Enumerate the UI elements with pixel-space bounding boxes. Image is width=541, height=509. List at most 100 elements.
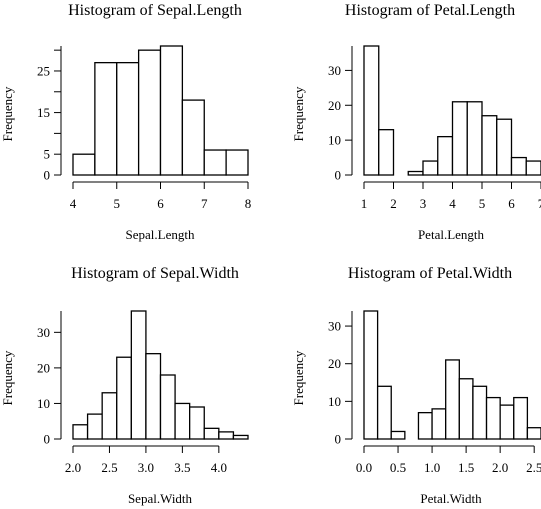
panel-title: Histogram of Petal.Length bbox=[345, 2, 515, 19]
histogram-bar bbox=[232, 434, 249, 440]
histogram-bar bbox=[466, 101, 483, 176]
x-tick-label: 0.0 bbox=[356, 460, 372, 475]
histogram-bar bbox=[417, 411, 433, 440]
y-tick-label: 0 bbox=[44, 168, 51, 183]
bars bbox=[363, 45, 541, 176]
histogram-bar bbox=[174, 402, 191, 440]
histogram-bar bbox=[159, 374, 176, 440]
x-tick-label: 0.5 bbox=[390, 460, 406, 475]
histogram-bar bbox=[203, 427, 220, 440]
histogram-bar bbox=[422, 160, 439, 176]
histogram-bar bbox=[513, 396, 529, 440]
histogram-bar bbox=[445, 359, 460, 440]
x-axis-label: Petal.Width bbox=[420, 491, 482, 506]
histogram-bar bbox=[363, 45, 380, 176]
x-tick-label: 6 bbox=[157, 196, 164, 211]
histogram-bar bbox=[130, 310, 147, 440]
bars bbox=[72, 45, 249, 176]
histogram-bar bbox=[510, 156, 527, 176]
y-tick-label: 25 bbox=[37, 63, 50, 78]
y-tick-label: 30 bbox=[328, 319, 341, 334]
x-tick-label: 8 bbox=[245, 196, 252, 211]
histogram-bar bbox=[116, 356, 132, 440]
y-axis: 0 10 20 30 bbox=[328, 46, 353, 183]
x-axis-label: Sepal.Length bbox=[126, 227, 195, 242]
x-tick-label: 1 bbox=[361, 196, 368, 211]
histogram-bar bbox=[378, 129, 395, 176]
panel-sepal-length: Histogram of Sepal.Length Sepal.Length F… bbox=[0, 2, 251, 242]
histogram-bar bbox=[225, 149, 249, 176]
histogram-bar bbox=[189, 406, 205, 440]
y-tick-label: 20 bbox=[328, 98, 341, 113]
histogram-bar bbox=[376, 385, 392, 440]
y-axis: 0 10 20 30 bbox=[37, 311, 62, 447]
y-tick-label: 30 bbox=[37, 325, 50, 340]
x-tick-label: 3.0 bbox=[138, 460, 154, 475]
x-axis: 1 2 3 4 5 6 7 bbox=[361, 181, 541, 211]
histogram-bar bbox=[137, 49, 162, 176]
panel-petal-length: Histogram of Petal.Length Petal.Length F… bbox=[291, 2, 541, 242]
histogram-bar bbox=[496, 118, 513, 176]
histogram-bar bbox=[499, 404, 515, 440]
histogram-bar bbox=[451, 101, 468, 176]
x-tick-label: 3.5 bbox=[174, 460, 190, 475]
x-tick-label: 5 bbox=[114, 196, 121, 211]
histogram-bar bbox=[525, 160, 541, 176]
y-axis-label: Frequency bbox=[0, 86, 15, 141]
histogram-bar bbox=[526, 427, 541, 440]
y-tick-label: 10 bbox=[328, 394, 341, 409]
x-tick-label: 3 bbox=[420, 196, 427, 211]
y-tick-label: 0 bbox=[44, 432, 51, 447]
x-tick-label: 4 bbox=[70, 196, 77, 211]
y-tick-label: 30 bbox=[328, 63, 341, 78]
histogram-bar bbox=[485, 396, 501, 440]
histogram-bar bbox=[145, 353, 162, 440]
x-tick-label: 2.5 bbox=[526, 460, 541, 475]
x-axis-label: Petal.Length bbox=[418, 227, 485, 242]
histogram-bar bbox=[218, 431, 235, 440]
panel-title: Histogram of Petal.Width bbox=[348, 265, 512, 282]
histogram-bar bbox=[86, 413, 103, 440]
y-tick-label: 10 bbox=[37, 396, 50, 411]
x-tick-label: 6 bbox=[508, 196, 515, 211]
x-axis: 0.0 0.5 1.0 1.5 2.0 2.5 bbox=[356, 445, 541, 475]
x-tick-label: 4.0 bbox=[211, 460, 227, 475]
histogram-bar bbox=[481, 115, 498, 176]
histogram-bar bbox=[181, 99, 205, 176]
panel-title: Histogram of Sepal.Width bbox=[71, 265, 239, 282]
x-tick-label: 7 bbox=[201, 196, 208, 211]
histogram-bar bbox=[437, 135, 454, 176]
histogram-bar bbox=[101, 392, 118, 440]
histogram-bar bbox=[72, 153, 96, 176]
x-tick-label: 1.5 bbox=[458, 460, 474, 475]
x-axis-label: Sepal.Width bbox=[128, 491, 193, 506]
y-tick-label: 0 bbox=[335, 168, 342, 183]
panel-petal-width: Histogram of Petal.Width Petal.Width Fre… bbox=[291, 265, 541, 506]
x-tick-label: 5 bbox=[479, 196, 486, 211]
histogram-bar bbox=[203, 149, 227, 176]
y-axis: 0 5 15 25 bbox=[37, 46, 62, 183]
x-tick-label: 1.0 bbox=[424, 460, 440, 475]
x-axis: 2.0 2.5 3.0 3.5 4.0 bbox=[65, 445, 227, 475]
histogram-bar bbox=[407, 170, 424, 176]
x-tick-label: 2 bbox=[390, 196, 397, 211]
x-tick-label: 2.0 bbox=[65, 460, 81, 475]
y-axis-label: Frequency bbox=[0, 350, 15, 405]
histogram-bar bbox=[390, 430, 406, 440]
y-axis: 0 10 20 30 bbox=[328, 311, 353, 447]
y-tick-label: 15 bbox=[37, 105, 50, 120]
x-axis: 4 5 6 7 8 bbox=[70, 181, 252, 211]
x-tick-label: 2.0 bbox=[492, 460, 508, 475]
histogram-bar bbox=[472, 385, 488, 440]
y-tick-label: 10 bbox=[328, 133, 341, 148]
bars bbox=[363, 310, 541, 440]
x-tick-label: 4 bbox=[449, 196, 456, 211]
panel-sepal-width: Histogram of Sepal.Width Sepal.Width Fre… bbox=[0, 265, 249, 506]
histogram-bar bbox=[159, 45, 184, 176]
panel-title: Histogram of Sepal.Length bbox=[68, 2, 242, 19]
y-tick-label: 5 bbox=[44, 147, 51, 162]
x-tick-label: 7 bbox=[538, 196, 541, 211]
y-tick-label: 0 bbox=[335, 432, 342, 447]
histogram-bar bbox=[458, 378, 474, 440]
